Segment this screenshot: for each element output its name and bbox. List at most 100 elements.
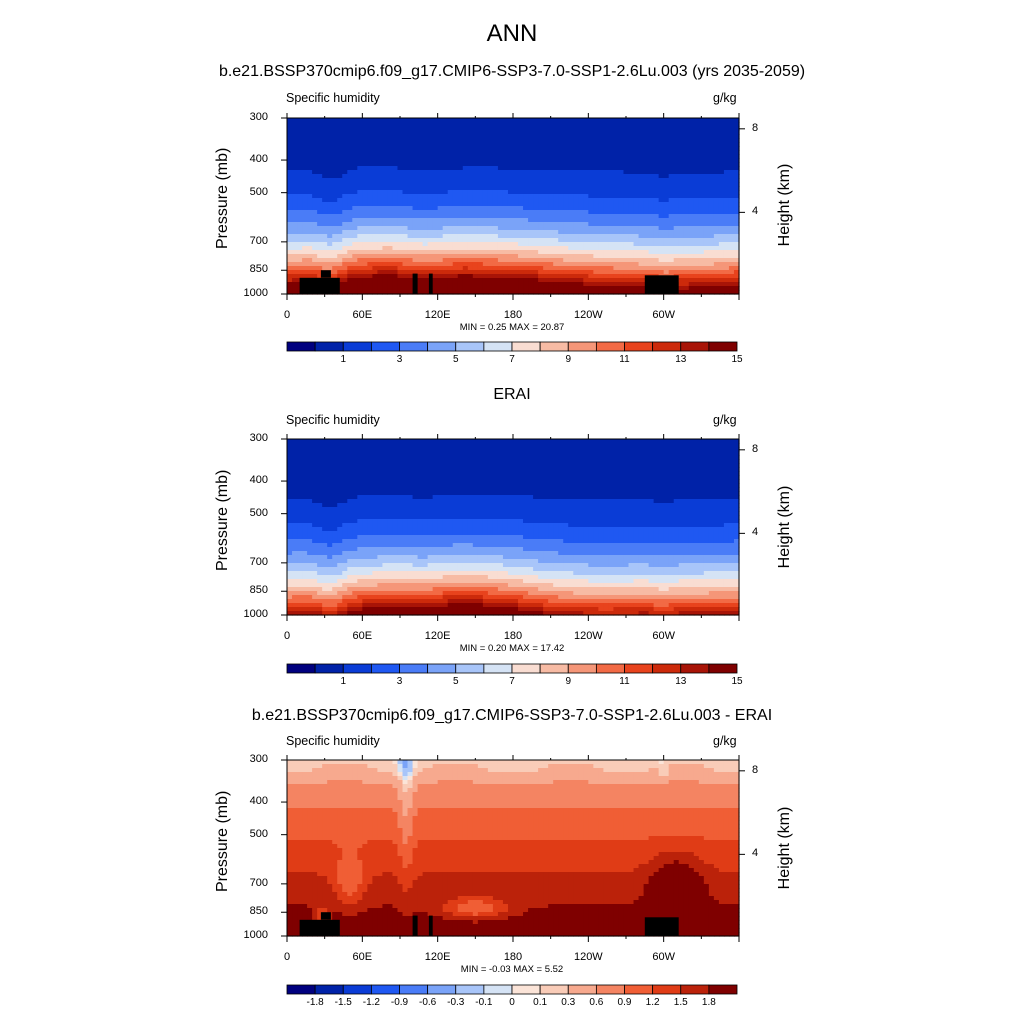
field-cell — [312, 202, 318, 207]
field-cell — [367, 186, 373, 191]
field-cell — [553, 250, 559, 255]
field-cell — [367, 198, 373, 203]
field-cell — [523, 130, 529, 135]
field-cell — [322, 222, 328, 227]
field-cell — [427, 206, 434, 211]
field-cell — [578, 218, 584, 223]
field-cell — [613, 246, 620, 251]
field-cell — [367, 278, 373, 283]
field-cell — [342, 290, 348, 295]
field-cell — [563, 278, 569, 283]
field-cell — [472, 455, 479, 460]
field-cell — [718, 158, 725, 163]
field-cell — [523, 266, 529, 271]
field-cell — [472, 130, 479, 135]
field-cell — [332, 206, 338, 211]
field-cell — [648, 439, 655, 444]
field-cell — [613, 290, 620, 295]
field-cell — [718, 214, 725, 219]
field-cell — [327, 258, 333, 263]
field-cell — [352, 250, 358, 255]
field-cell — [648, 459, 655, 464]
field-cell — [653, 122, 660, 127]
field-cell — [648, 142, 655, 147]
field-cell — [307, 270, 313, 275]
field-cell — [332, 170, 338, 175]
field-cell — [332, 154, 338, 159]
field-cell — [518, 186, 524, 191]
field-cell — [322, 154, 328, 159]
field-cell — [472, 198, 479, 203]
field-cell — [372, 447, 378, 452]
field-cell — [553, 130, 559, 135]
field-cell — [513, 194, 519, 199]
field-cell — [387, 451, 394, 456]
field-cell — [583, 238, 589, 243]
field-cell — [663, 142, 670, 147]
field-cell — [648, 218, 655, 223]
field-cell — [317, 218, 323, 223]
field-cell — [307, 190, 313, 195]
field-cell — [412, 266, 419, 271]
field-cell — [442, 170, 449, 175]
field-cell — [638, 150, 645, 155]
field-cell — [357, 471, 363, 476]
field-cell — [518, 198, 524, 203]
field-cell — [693, 242, 700, 247]
field-cell — [322, 471, 328, 476]
field-cell — [668, 210, 675, 215]
field-cell — [407, 234, 414, 239]
field-cell — [648, 242, 655, 247]
field-cell — [392, 142, 399, 147]
field-cell — [302, 242, 308, 247]
field-cell — [347, 274, 353, 279]
field-cell — [457, 170, 464, 175]
field-cell — [467, 142, 474, 147]
field-cell — [678, 210, 685, 215]
field-cell — [688, 282, 695, 287]
field-cell — [347, 146, 353, 151]
field-cell — [422, 447, 429, 452]
field-cell — [618, 190, 625, 195]
field-cell — [487, 266, 494, 271]
field-cell — [372, 170, 378, 175]
field-cell — [613, 238, 620, 243]
field-cell — [407, 455, 414, 460]
field-cell — [513, 158, 519, 163]
field-cell — [442, 118, 449, 123]
field-cell — [482, 166, 489, 171]
field-cell — [357, 134, 363, 139]
field-cell — [668, 266, 675, 271]
field-cell — [297, 467, 303, 472]
field-cell — [623, 126, 630, 131]
field-cell — [342, 222, 348, 227]
field-cell — [327, 254, 333, 259]
field-cell — [422, 254, 429, 259]
field-cell — [472, 222, 479, 227]
field-cell — [502, 158, 509, 163]
field-cell — [417, 278, 424, 283]
field-cell — [703, 242, 710, 247]
field-cell — [412, 246, 419, 251]
field-cell — [543, 475, 549, 480]
field-cell — [307, 242, 313, 247]
field-cell — [487, 218, 494, 223]
field-cell — [487, 126, 494, 131]
field-cell — [728, 278, 735, 283]
field-cell — [422, 467, 429, 472]
field-cell — [377, 238, 384, 243]
field-cell — [613, 158, 620, 163]
field-cell — [412, 206, 419, 211]
field-cell — [287, 190, 293, 195]
field-cell — [733, 210, 740, 215]
field-cell — [347, 290, 353, 295]
field-cell — [447, 274, 454, 279]
field-cell — [598, 206, 604, 211]
field-cell — [538, 250, 544, 255]
field-cell — [492, 274, 499, 279]
field-cell — [548, 118, 554, 123]
field-cell — [648, 170, 655, 175]
field-cell — [387, 262, 394, 267]
field-cell — [668, 194, 675, 199]
field-cell — [533, 158, 539, 163]
